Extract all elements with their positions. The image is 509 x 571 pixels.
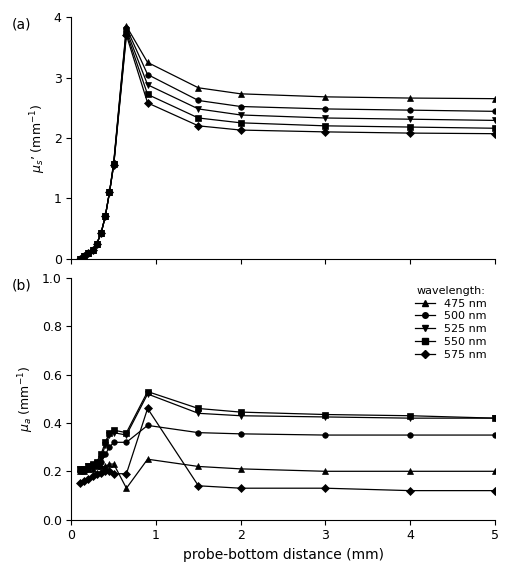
Legend: 475 nm, 500 nm, 525 nm, 550 nm, 575 nm: 475 nm, 500 nm, 525 nm, 550 nm, 575 nm [412,284,488,362]
Text: (b): (b) [12,278,32,292]
Y-axis label: $\mu_s$’ (mm$^{-1}$): $\mu_s$’ (mm$^{-1}$) [29,103,48,172]
Y-axis label: $\mu_a$ (mm$^{-1}$): $\mu_a$ (mm$^{-1}$) [16,365,36,432]
Text: (a): (a) [12,17,32,31]
X-axis label: probe-bottom distance (mm): probe-bottom distance (mm) [182,548,383,562]
